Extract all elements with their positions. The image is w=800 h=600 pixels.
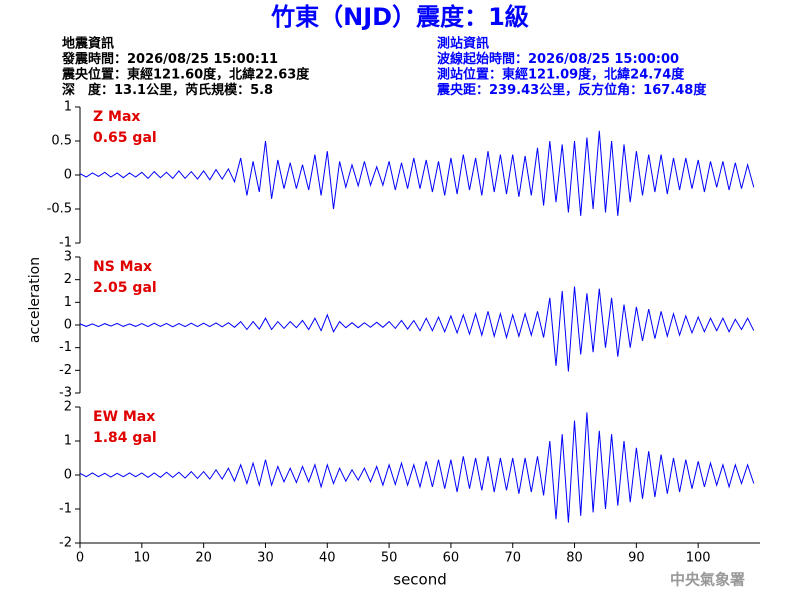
info-right: 震央距：239.43公里，反方位角：167.48度	[436, 82, 707, 98]
y-tick-label: -3	[59, 386, 72, 401]
y-tick-label: -1	[59, 502, 72, 517]
y-tick-label: -1	[59, 236, 72, 251]
info-right: 測站資訊	[437, 36, 489, 52]
panel-title: EW Max	[93, 409, 155, 425]
x-axis-label: second	[393, 571, 447, 589]
x-tick-label: 0	[76, 551, 84, 566]
info-left: 地震資訊	[62, 36, 114, 52]
panel-max: 0.65 gal	[93, 130, 157, 146]
x-tick-label: 30	[257, 551, 274, 566]
x-tick-label: 60	[443, 551, 460, 566]
y-tick-label: -2	[59, 363, 72, 378]
waveform	[79, 412, 755, 523]
x-tick-label: 100	[686, 551, 711, 566]
footer: 中央氣象署	[670, 571, 745, 589]
x-tick-label: 80	[566, 551, 583, 566]
y-tick-label: 3	[64, 250, 72, 265]
info-left: 發震時間：2026/08/25 15:00:11	[61, 51, 278, 67]
x-tick-label: 90	[628, 551, 645, 566]
panel-title: Z Max	[93, 109, 140, 125]
info-left: 震央位置：東經121.60度，北緯22.63度	[61, 67, 310, 83]
y-tick-label: 0	[64, 468, 72, 483]
y-tick-label: -0.5	[47, 202, 72, 217]
y-tick-label: 0.5	[51, 134, 72, 149]
info-left: 深 度：13.1公里，芮氏規模：5.8	[62, 82, 273, 98]
waveform	[79, 286, 755, 372]
y-tick-label: 0	[64, 168, 72, 183]
y-tick-label: 1	[64, 434, 72, 449]
y-tick-label: -1	[59, 340, 72, 355]
y-axis-label: acceleration	[27, 257, 43, 343]
x-tick-label: 50	[381, 551, 398, 566]
waveform	[79, 130, 755, 216]
y-tick-label: 2	[64, 400, 72, 415]
info-right: 波線起始時間：2026/08/25 15:00:00	[437, 51, 679, 67]
panel-title: NS Max	[93, 259, 152, 275]
info-right: 測站位置：東經121.09度，北緯24.74度	[437, 67, 685, 83]
x-tick-label: 70	[504, 551, 521, 566]
y-tick-label: -2	[59, 536, 72, 551]
x-tick-label: 20	[195, 551, 212, 566]
y-tick-label: 0	[64, 318, 72, 333]
x-tick-label: 10	[134, 551, 151, 566]
panel-max: 2.05 gal	[93, 280, 157, 296]
title: 竹東（NJD）震度：1級	[270, 3, 529, 31]
y-tick-label: 1	[64, 295, 72, 310]
panel-max: 1.84 gal	[93, 430, 157, 446]
y-tick-label: 2	[64, 272, 72, 287]
x-tick-label: 40	[319, 551, 336, 566]
y-tick-label: 1	[64, 100, 72, 115]
